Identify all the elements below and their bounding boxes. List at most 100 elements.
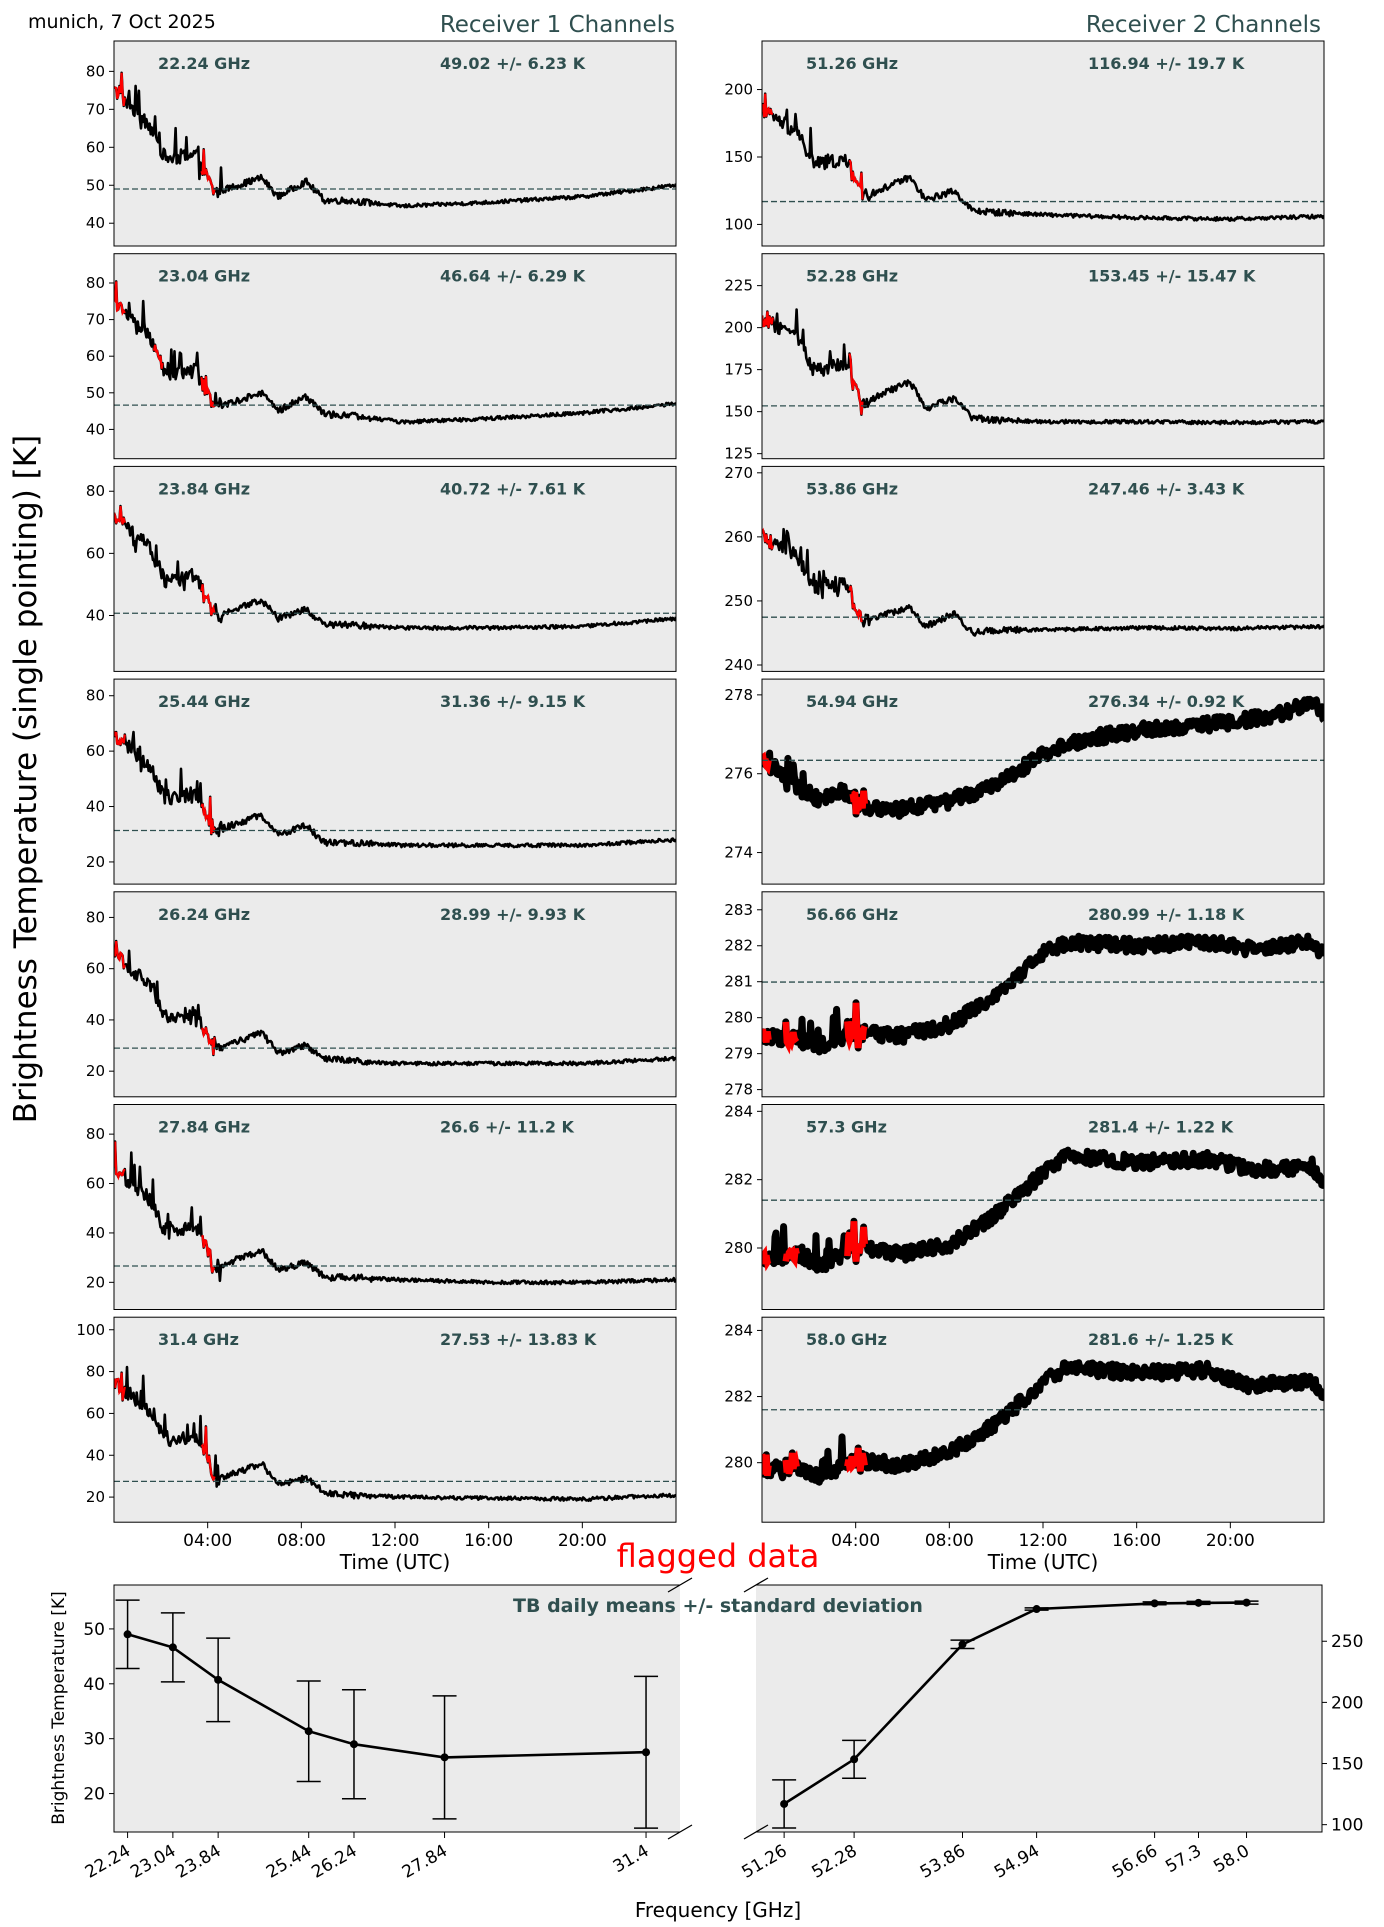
y-tick-label: 20 — [86, 1488, 105, 1506]
summary-x-tick-label: 27.84 — [399, 1841, 451, 1883]
axis-break-mark — [667, 1824, 693, 1840]
y-tick-label: 40 — [86, 1446, 105, 1464]
y-tick-label: 278 — [724, 1081, 753, 1099]
y-tick-label: 100 — [76, 1321, 105, 1339]
panel-frame — [113, 678, 677, 885]
summary-y-tick-label: 40 — [83, 1675, 105, 1695]
mean-std-label: 26.6 +/- 11.2 K — [440, 1118, 575, 1137]
panel-frame — [113, 465, 677, 672]
panel-frame — [761, 465, 1325, 672]
panel-frame — [761, 678, 1325, 885]
y-tick-label: 80 — [86, 482, 105, 500]
summary-x-tick-label: 22.24 — [82, 1841, 134, 1883]
frequency-label: 56.66 GHz — [806, 905, 898, 924]
x-tick-label: 08:00 — [277, 1531, 326, 1551]
y-tick-label: 100 — [724, 215, 753, 233]
summary-y-tick-label: 200 — [1331, 1693, 1363, 1713]
flagged-segment — [762, 751, 772, 775]
y-tick-label: 60 — [86, 960, 105, 978]
flagged-segment — [782, 1245, 800, 1269]
y-tick-label: 260 — [724, 528, 753, 546]
panel-background — [114, 679, 676, 885]
flagged-segment — [844, 1447, 868, 1474]
y-tick-label: 150 — [724, 148, 753, 166]
y-tick-label: 200 — [724, 81, 753, 99]
summary-y-tick-label: 250 — [1331, 1632, 1363, 1652]
daily-mean-marker — [440, 1753, 449, 1762]
y-tick-label: 200 — [724, 319, 753, 337]
y-tick-label: 60 — [86, 138, 105, 156]
summary-x-tick-label: 57.3 — [1162, 1841, 1205, 1877]
flagged-segment — [114, 940, 126, 969]
y-tick-label: 60 — [86, 1404, 105, 1422]
x-tick-label: 04:00 — [183, 1531, 232, 1551]
x-axis-title: Time (UTC) — [987, 1550, 1099, 1574]
axis-break-mark — [743, 1824, 769, 1840]
frequency-label: 23.04 GHz — [158, 267, 250, 286]
daily-mean-marker — [304, 1727, 313, 1736]
panel-frame — [761, 1104, 1325, 1310]
flagged-segment — [114, 730, 126, 746]
flagged-segment — [848, 585, 863, 623]
panel-background — [114, 1104, 676, 1310]
flagged-segment — [114, 281, 126, 317]
x-tick-label: 04:00 — [831, 1531, 880, 1551]
panel-frame — [761, 891, 1325, 1098]
daily-mean-marker — [1150, 1599, 1159, 1608]
panel-1-2: 240 250 260 270 53.86 GHz 247.46 +/- 3.43 K — [724, 464, 1325, 674]
frequency-label: 25.44 GHz — [158, 692, 250, 711]
panel-frame — [113, 891, 677, 1098]
y-tick-label: 40 — [86, 606, 105, 624]
summary-x-tick-label: 31.4 — [610, 1841, 653, 1877]
y-tick-label: 278 — [724, 686, 753, 704]
panel-background — [762, 1104, 1324, 1310]
panel-0-3: 20 40 60 80 25.44 GHz 31.36 +/- 9.15 K — [86, 678, 677, 885]
summary-x-axis-title: Frequency [GHz] — [635, 1898, 801, 1922]
summary-x-tick-label: 26.24 — [308, 1841, 360, 1883]
mean-std-label: 281.6 +/- 1.25 K — [1088, 1330, 1234, 1349]
panel-0-6: 20 40 60 80 100 31.4 GHz 27.53 +/- 13.83 K 04:0… — [76, 1316, 677, 1574]
panel-background — [114, 41, 676, 246]
panel-background — [114, 1317, 676, 1523]
timeseries-panels: 40 50 60 70 80 22.24 GHz 49.02 +/- 6.23 K 40 50 6… — [76, 40, 1325, 1574]
summary-x-tick-label: 52.28 — [808, 1841, 860, 1883]
y-tick-label: 80 — [86, 687, 105, 705]
summary-x-tick-label: 54.94 — [991, 1841, 1043, 1883]
panel-0-0: 40 50 60 70 80 22.24 GHz 49.02 +/- 6.23 K — [86, 40, 677, 247]
frequency-label: 27.84 GHz — [158, 1118, 250, 1137]
y-tick-label: 283 — [724, 901, 753, 919]
panel-1-3: 274 276 278 54.94 GHz 276.34 +/- 0.92 K — [724, 678, 1325, 885]
panel-1-1: 125 150 175 200 225 52.28 GHz 153.45 +/- 15.47… — [724, 253, 1325, 463]
panel-background — [114, 253, 676, 459]
daily-mean-marker — [642, 1748, 651, 1757]
daily-mean-marker — [1194, 1598, 1203, 1607]
flagged-segment — [844, 1002, 868, 1052]
x-tick-label: 16:00 — [464, 1531, 513, 1551]
summary-x-tick-label: 23.04 — [127, 1841, 179, 1883]
panel-0-2: 40 60 80 23.84 GHz 40.72 +/- 7.61 K — [86, 465, 677, 672]
y-tick-label: 281 — [724, 973, 753, 991]
y-tick-label: 80 — [86, 908, 105, 926]
panel-1-0: 100 150 200 51.26 GHz 116.94 +/- 19.7 K — [724, 40, 1325, 247]
x-tick-label: 16:00 — [1112, 1531, 1161, 1551]
y-tick-label: 50 — [86, 384, 105, 402]
flagged-segment — [200, 584, 216, 616]
x-tick-label: 20:00 — [1206, 1531, 1255, 1551]
y-tick-label: 80 — [86, 274, 105, 292]
summary-y-tick-label: 150 — [1331, 1755, 1363, 1775]
y-tick-label: 80 — [86, 1363, 105, 1381]
flagged-segment — [762, 93, 774, 118]
y-tick-label: 60 — [86, 347, 105, 365]
flagged-segment — [201, 1027, 216, 1055]
mean-std-label: 276.34 +/- 0.92 K — [1088, 692, 1245, 711]
flagged-segment — [114, 72, 126, 107]
y-tick-label: 70 — [86, 311, 105, 329]
mean-std-label: 116.94 +/- 19.7 K — [1088, 54, 1245, 73]
mean-std-label: 247.46 +/- 3.43 K — [1088, 479, 1245, 498]
daily-mean-marker — [123, 1630, 132, 1639]
y-tick-label: 60 — [86, 1175, 105, 1193]
axis-break-mark — [743, 1577, 769, 1593]
y-tick-label: 125 — [724, 445, 753, 463]
y-tick-label: 20 — [86, 1062, 105, 1080]
frequency-label: 53.86 GHz — [806, 479, 898, 498]
